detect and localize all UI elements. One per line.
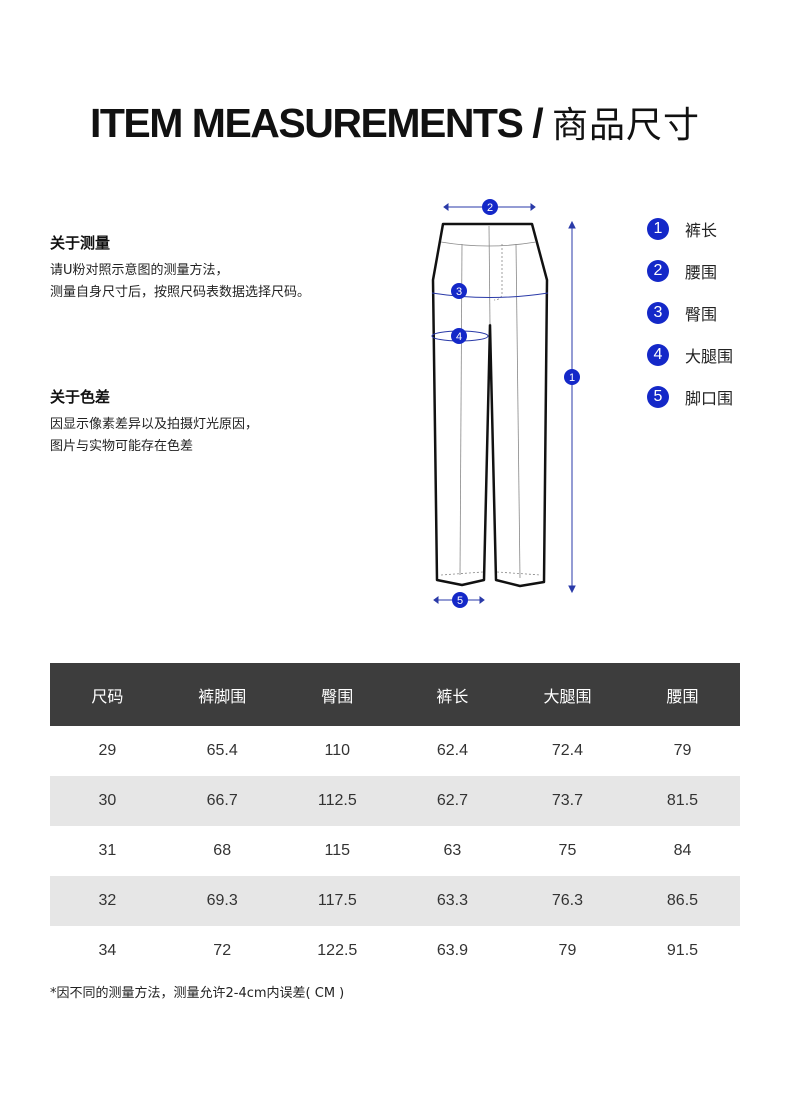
size-table: 尺码 裤脚围 臀围 裤长 大腿围 腰围 29 65.4 110 62.4 72.4 79 30 66.7… [50, 663, 740, 976]
color-line: 因显示像素差异以及拍摄灯光原因， [50, 417, 259, 432]
column-header: 裤脚围 [164, 663, 280, 726]
color-text: 因显示像素差异以及拍摄灯光原因， 图片与实物可能存在色差 [50, 414, 258, 458]
table-cell: 79 [673, 742, 692, 759]
table-cell: 115 [324, 842, 351, 859]
marker-1: 1 [564, 369, 580, 385]
table-cell: 75 [558, 842, 577, 859]
legend-item: 1 裤长 [647, 208, 733, 250]
table-cell: 31 [98, 842, 117, 859]
table-cell: 69.3 [164, 876, 280, 926]
marker-2: 2 [482, 199, 498, 215]
table-header-row: 尺码 裤脚围 臀围 裤长 大腿围 腰围 [50, 663, 740, 726]
measurement-note: *因不同的测量方法，测量允许2-4cm内误差( CM ) [50, 986, 345, 1001]
table-cell: 117.5 [279, 876, 395, 926]
measure-heading: 关于测量 [50, 234, 111, 252]
title-cn: 商品尺寸 [552, 105, 701, 146]
column-header: 裤长 [394, 663, 510, 726]
table-cell: 84 [673, 842, 692, 859]
legend-item: 4 大腿围 [647, 334, 733, 376]
legend-item: 3 臀围 [647, 292, 733, 334]
column-header: 尺码 [50, 663, 165, 726]
table-row: 29 65.4 110 62.4 72.4 79 [50, 726, 740, 776]
table-cell: 65.4 [206, 742, 238, 759]
number-badge: 3 [647, 302, 669, 324]
legend-item: 2 腰围 [647, 250, 733, 292]
table-cell: 76.3 [509, 876, 625, 926]
table-row: 32 69.3 117.5 63.3 76.3 86.5 [50, 876, 740, 926]
table-cell: 63.3 [394, 876, 510, 926]
measure-text: 请U粉对照示意图的测量方法， 测量自身尺寸后，按照尺码表数据选择尺码。 [50, 260, 310, 304]
pants-seams [440, 225, 542, 579]
number-badge: 2 [647, 260, 669, 282]
column-header: 臀围 [279, 663, 395, 726]
svg-text:2: 2 [487, 202, 493, 214]
svg-text:5: 5 [457, 595, 463, 607]
table-cell: 73.7 [509, 776, 625, 826]
legend-label: 腰围 [685, 263, 718, 282]
table-row: 34 72 122.5 63.9 79 91.5 [50, 926, 740, 976]
column-header: 腰围 [624, 663, 740, 726]
table-cell: 122.5 [317, 942, 358, 959]
table-cell: 91.5 [666, 942, 699, 959]
table-cell: 32 [50, 876, 165, 926]
table-cell: 29 [98, 742, 117, 759]
marker-4: 4 [451, 328, 467, 344]
table-cell: 79 [558, 942, 577, 959]
pants-outline [431, 222, 549, 588]
table-cell: 68 [213, 842, 232, 859]
legend-item: 5 脚口围 [647, 376, 733, 418]
marker-3: 3 [451, 283, 467, 299]
table-cell: 63 [443, 842, 462, 859]
number-badge: 1 [647, 218, 669, 240]
number-badge: 5 [647, 386, 669, 408]
table-cell: 66.7 [164, 776, 280, 826]
table-cell: 30 [50, 776, 165, 826]
legend-label: 裤长 [685, 221, 718, 240]
color-heading: 关于色差 [50, 388, 111, 406]
legend-label: 臀围 [685, 305, 718, 324]
page-title: ITEM MEASUREMENTS / 商品尺寸 [0, 96, 790, 148]
svg-text:3: 3 [456, 286, 462, 298]
table-cell: 112.5 [279, 776, 395, 826]
table-row: 31 68 115 63 75 84 [50, 826, 740, 876]
table-cell: 110 [324, 742, 351, 759]
legend-label: 大腿围 [685, 347, 734, 366]
table-cell: 34 [98, 942, 117, 959]
table-cell: 72 [213, 942, 232, 959]
table-cell: 62.7 [394, 776, 510, 826]
title-en: ITEM MEASUREMENTS / [89, 100, 552, 146]
table-cell: 63.9 [436, 942, 468, 959]
marker-5: 5 [452, 592, 468, 608]
svg-text:4: 4 [456, 331, 462, 343]
measurement-legend: 1 裤长 2 腰围 3 臀围 4 大腿围 5 脚口围 [647, 208, 733, 418]
table-cell: 81.5 [624, 776, 740, 826]
legend-label: 脚口围 [685, 389, 734, 408]
table-row: 30 66.7 112.5 62.7 73.7 81.5 [50, 776, 740, 826]
column-header: 大腿围 [509, 663, 625, 726]
table-cell: 86.5 [624, 876, 740, 926]
color-line: 图片与实物可能存在色差 [50, 439, 194, 454]
table-cell: 72.4 [551, 742, 584, 759]
measure-line: 请U粉对照示意图的测量方法， [50, 263, 229, 278]
number-badge: 4 [647, 344, 669, 366]
pants-diagram: 2 3 4 1 5 [431, 199, 580, 608]
table-cell: 62.4 [436, 742, 468, 759]
measure-line: 测量自身尺寸后，按照尺码表数据选择尺码。 [50, 285, 311, 300]
svg-text:1: 1 [569, 372, 575, 384]
